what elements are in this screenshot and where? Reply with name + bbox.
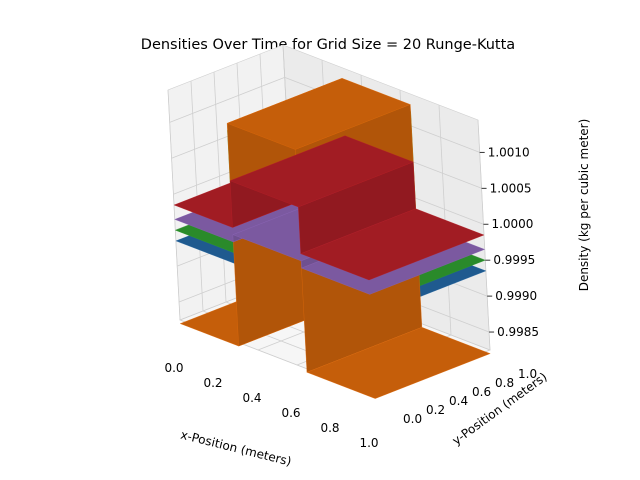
x-tick-label: 0.0 bbox=[164, 361, 183, 375]
x-tick-label: 1.0 bbox=[359, 436, 378, 450]
y-tick-label: 0.8 bbox=[495, 376, 514, 390]
surface-series bbox=[173, 78, 491, 399]
z-tick-label: 0.9985 bbox=[497, 325, 539, 339]
x-tick-label: 0.4 bbox=[242, 391, 261, 405]
y-tick-label: 0.2 bbox=[426, 403, 445, 417]
surface-patch bbox=[300, 208, 485, 281]
z-tick-label: 1.0010 bbox=[488, 145, 530, 159]
gridline-z bbox=[169, 76, 285, 123]
z-tick-label: 0.9995 bbox=[493, 253, 535, 267]
surface-patch bbox=[306, 327, 491, 399]
y-tick-label: 0.0 bbox=[403, 412, 422, 426]
z-tick-label: 1.0000 bbox=[491, 217, 533, 231]
y-tick-label: 0.6 bbox=[472, 385, 491, 399]
surface-4 bbox=[173, 135, 485, 281]
z-axis-label: Density (kg per cubic meter) bbox=[577, 119, 591, 292]
chart-title: Densities Over Time for Grid Size = 20 R… bbox=[141, 37, 515, 53]
y-tick-label: 1.0 bbox=[518, 367, 537, 381]
x-tick-label: 0.2 bbox=[203, 376, 222, 390]
x-tick-label: 0.8 bbox=[320, 421, 339, 435]
y-tick-label: 0.4 bbox=[449, 394, 468, 408]
x-axis-label: x-Position (meters) bbox=[179, 428, 293, 469]
z-tick-label: 1.0005 bbox=[490, 181, 532, 195]
z-tick-label: 0.9990 bbox=[495, 289, 537, 303]
axis-ticks: 0.0 0.2 0.4 0.6 0.8 1.0 0.0 0.2 0.4 0.6 0.8 1.0 0.99… bbox=[164, 145, 539, 450]
x-tick-label: 0.6 bbox=[281, 406, 300, 420]
